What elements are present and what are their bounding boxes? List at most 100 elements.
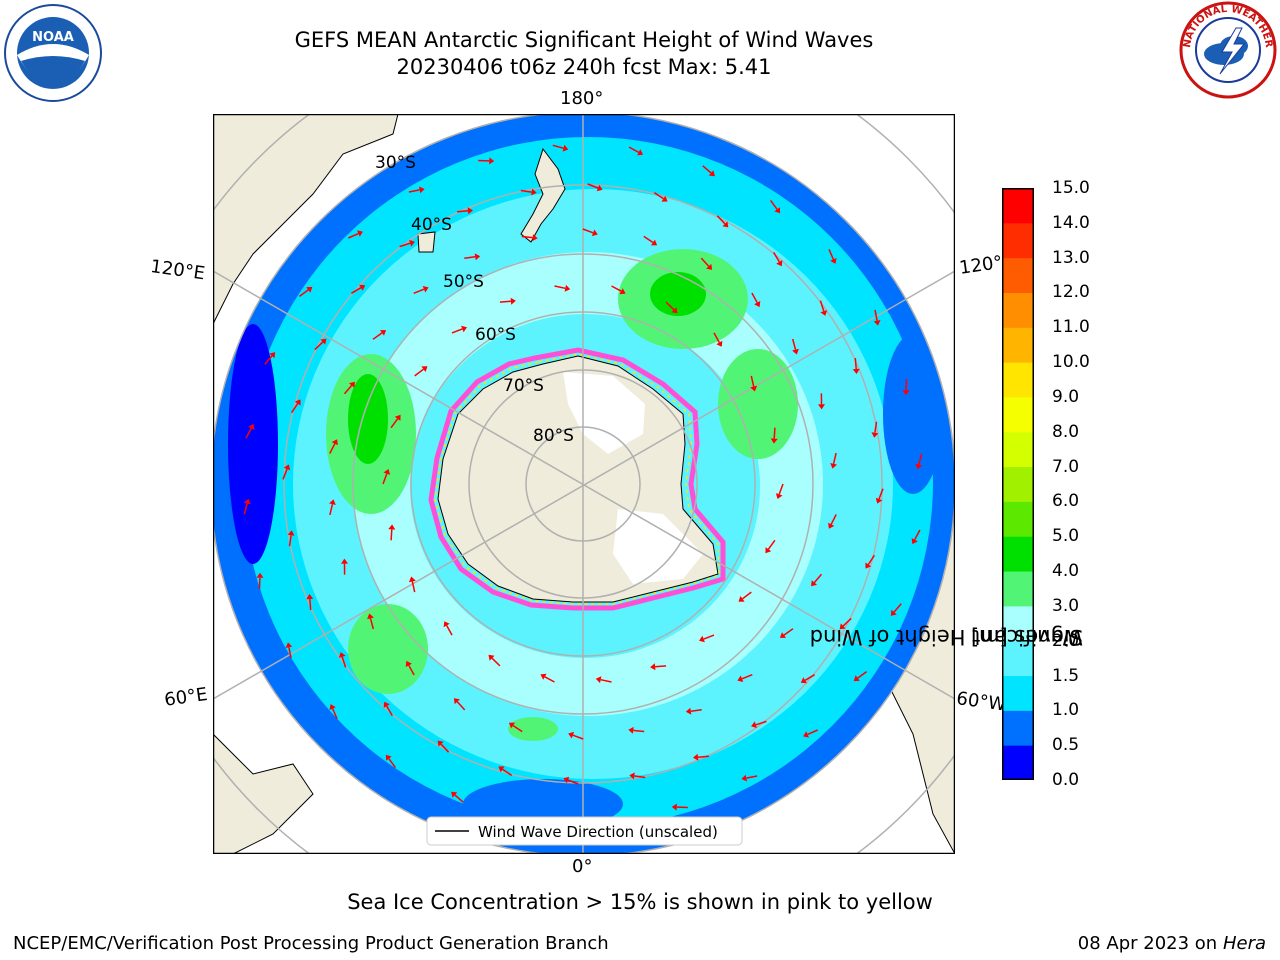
wave-patch bbox=[718, 349, 798, 459]
wave-arrow-head bbox=[405, 660, 412, 667]
wave-arrow-head bbox=[750, 385, 758, 392]
graticule bbox=[213, 114, 955, 854]
colorbar-segment bbox=[1002, 605, 1034, 642]
wave-arrow-head bbox=[248, 423, 255, 430]
colorbar-segment bbox=[1002, 675, 1034, 711]
wave-arrow-head bbox=[706, 263, 713, 270]
colorbar-tick-label: 12.0 bbox=[1052, 282, 1090, 303]
wave-arrow-shaft bbox=[554, 285, 566, 290]
colorbar-segment bbox=[1002, 188, 1034, 224]
wave-arrow-head bbox=[873, 320, 881, 326]
colorbar-segment bbox=[1002, 571, 1034, 607]
wave-arrow-head bbox=[385, 754, 392, 761]
wave-arrow-head bbox=[474, 253, 481, 261]
wave-arrow-shaft bbox=[874, 421, 878, 433]
wave-arrow-head bbox=[820, 310, 828, 316]
wave-arrow-shaft bbox=[290, 403, 299, 414]
sea-ice-edge bbox=[428, 347, 726, 611]
wave-arrow-shaft bbox=[611, 285, 622, 292]
wave-arrow-shaft bbox=[414, 368, 424, 377]
wave-arrow-shaft bbox=[329, 443, 336, 454]
wave-patch bbox=[883, 334, 943, 494]
wave-arrow-head bbox=[394, 414, 401, 421]
colorbar-tick-label: 15.0 bbox=[1052, 178, 1090, 198]
wave-patch bbox=[348, 374, 388, 464]
colorbar-segment bbox=[1002, 745, 1034, 781]
wave-arrow-head bbox=[830, 258, 837, 264]
wave-arrow-shaft bbox=[341, 656, 347, 668]
lat-label-30s: 30°S bbox=[375, 153, 416, 173]
wave-arrow-head bbox=[488, 654, 495, 661]
wave-arrow-head bbox=[830, 463, 837, 469]
wave-arrow-shaft bbox=[567, 779, 579, 785]
wave-arrow-shaft bbox=[653, 191, 664, 200]
wave-arrow-shaft bbox=[703, 634, 715, 640]
wave-arrow-head bbox=[532, 234, 538, 242]
wave-arrow-head bbox=[776, 260, 783, 267]
wave-arrow-shaft bbox=[742, 591, 752, 600]
wave-arrow-shaft bbox=[857, 670, 868, 679]
wave-arrow-head bbox=[510, 297, 516, 305]
wave-arrow-head bbox=[329, 704, 336, 710]
wave-patch bbox=[508, 717, 558, 741]
wave-arrow-shaft bbox=[413, 288, 425, 294]
wave-arrow-head bbox=[619, 288, 626, 295]
wave-arrow-head bbox=[437, 740, 444, 747]
wave-arrow-shaft bbox=[288, 535, 292, 547]
wave-arrow-head bbox=[269, 352, 276, 359]
wave-arrow-shaft bbox=[804, 674, 815, 681]
wave-arrow-head bbox=[751, 721, 757, 729]
noaa-logo-text: NOAA bbox=[32, 30, 74, 45]
wave-arrow-shaft bbox=[628, 146, 640, 153]
wave-arrow-head bbox=[765, 547, 772, 554]
wave-arrow-head bbox=[451, 791, 458, 798]
lon-label-120w: 120° bbox=[958, 251, 1004, 279]
wave-arrow-shaft bbox=[702, 165, 712, 174]
wave-arrow-head bbox=[285, 642, 293, 648]
wave-arrow-head bbox=[722, 221, 729, 228]
wave-arrow-head bbox=[803, 731, 809, 738]
colorbar-segment bbox=[1002, 292, 1034, 328]
wave-arrow-shaft bbox=[582, 228, 594, 234]
wave-arrow-shaft bbox=[457, 210, 469, 213]
wave-arrow-shaft bbox=[521, 235, 533, 239]
wave-arrow-shaft bbox=[454, 794, 464, 803]
wave-arrow-shaft bbox=[372, 332, 383, 340]
wave-arrow-head bbox=[461, 325, 467, 333]
wave-arrow-head bbox=[865, 562, 872, 569]
map-frame bbox=[212, 113, 956, 855]
wave-arrow-shaft bbox=[245, 427, 252, 439]
wave-arrow-shaft bbox=[544, 676, 555, 683]
colorbar-segment bbox=[1002, 466, 1034, 502]
wave-arrow-head bbox=[359, 284, 366, 291]
wave-arrow-head bbox=[828, 522, 835, 529]
wave-arrow-head bbox=[294, 399, 301, 406]
wave-arrow-shaft bbox=[769, 199, 778, 210]
wave-arrow-shaft bbox=[386, 705, 393, 716]
wave-arrow-head bbox=[737, 675, 744, 682]
wave-arrow-head bbox=[770, 438, 778, 444]
wave-arrow-shaft bbox=[264, 355, 273, 365]
colorbar-segment bbox=[1002, 396, 1034, 433]
map-panel[interactable]: 30°S 40°S 50°S 60°S 70°S 80°S Wind Wave … bbox=[212, 113, 956, 855]
wave-arrow-shaft bbox=[867, 554, 876, 565]
wave-arrow-shaft bbox=[634, 775, 646, 779]
wave-arrow-head bbox=[650, 663, 656, 671]
wave-arrow-head bbox=[651, 239, 658, 246]
wave-arrow-shaft bbox=[700, 257, 710, 267]
land-australia bbox=[213, 114, 399, 325]
wave-arrow-head bbox=[671, 803, 677, 811]
wave-arrow-head bbox=[283, 464, 291, 471]
wave-arrow-head bbox=[839, 623, 846, 630]
wave-arrow-shaft bbox=[388, 758, 397, 769]
wave-arrow-head bbox=[306, 594, 314, 600]
wave-arrow-shaft bbox=[791, 338, 797, 350]
wave-arrow-shaft bbox=[411, 581, 416, 593]
colorbar-label-line2: Waves [m] bbox=[970, 625, 1083, 649]
chart-title: GEFS MEAN Antarctic Significant Height o… bbox=[294, 28, 874, 52]
wave-arrow-head bbox=[331, 439, 338, 446]
colorbar-tick-label: 11.0 bbox=[1052, 317, 1090, 338]
colorbar-tick-label: 0.5 bbox=[1052, 735, 1080, 756]
wave-arrow-shaft bbox=[343, 384, 353, 395]
wave-patch bbox=[228, 324, 278, 564]
